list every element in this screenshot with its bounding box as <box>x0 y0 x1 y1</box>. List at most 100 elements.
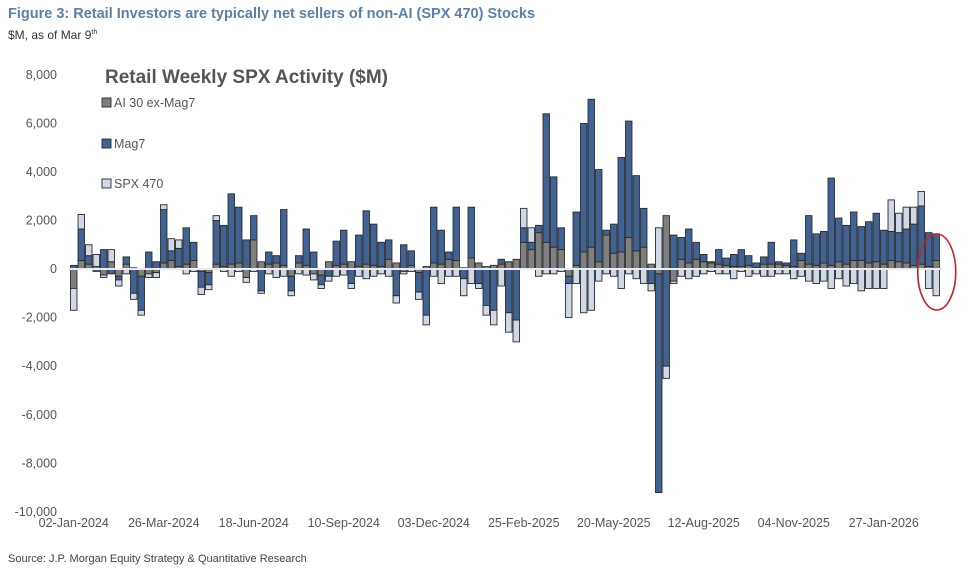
bar-segment-spx470 <box>347 283 355 289</box>
bar-segment-mag7 <box>197 270 205 288</box>
bar-segment-mag7 <box>265 251 273 265</box>
bar-segment-spx470 <box>565 283 573 319</box>
bar-segment-spx470 <box>647 283 655 292</box>
x-tick-label: 26-Mar-2024 <box>128 516 200 530</box>
bar-segment-spx470 <box>640 268 648 285</box>
bar-segment-spx470 <box>857 268 865 292</box>
bar-segment-spx470 <box>730 268 738 280</box>
bar-segment-mag7 <box>347 268 355 285</box>
bar-segment-spx470 <box>242 277 250 283</box>
bar-segment-mag7 <box>362 210 370 265</box>
figure-title: Figure 3: Retail Investors are typically… <box>8 6 536 22</box>
y-tick-label: 2,000 <box>26 214 57 228</box>
bar-segment-ai30 <box>257 261 265 270</box>
bar-segment-spx470 <box>392 295 400 304</box>
bar-segment-ai30 <box>835 261 843 270</box>
bar-segment-ai30 <box>542 241 550 270</box>
bar-segment-spx470 <box>257 290 265 294</box>
bar-segment-mag7 <box>295 255 303 264</box>
bar-segment-spx470 <box>925 268 933 289</box>
x-tick-label: 12-Aug-2025 <box>668 516 740 530</box>
bar-segment-spx470 <box>535 268 543 277</box>
legend: AI 30 ex-Mag7 Mag7 SPX 470 <box>101 96 195 191</box>
bar-segment-spx470 <box>400 270 408 275</box>
x-tick-label: 10-Sep-2024 <box>308 516 380 530</box>
bar-segment-mag7 <box>887 230 895 261</box>
legend-swatch <box>101 178 112 189</box>
bar-segment-mag7 <box>205 272 213 286</box>
y-tick-label: 8,000 <box>26 68 57 82</box>
bar-segment-mag7 <box>130 268 138 294</box>
x-tick-label: 02-Jan-2024 <box>39 516 109 530</box>
bar-segment-mag7 <box>572 211 580 266</box>
bar-segment-spx470 <box>370 268 378 277</box>
bar-segment-spx470 <box>917 190 925 207</box>
bar-segment-spx470 <box>932 268 940 297</box>
highlight-circle <box>916 233 957 311</box>
bar-segment-mag7 <box>430 206 438 264</box>
bar-segment-mag7 <box>737 249 745 268</box>
bar-segment-ai30 <box>557 249 565 270</box>
bar-segment-ai30 <box>452 260 460 270</box>
bar-segment-ai30 <box>872 261 880 270</box>
bar-segment-spx470 <box>692 268 700 277</box>
bar-segment-ai30 <box>640 246 648 270</box>
y-tick-label: 0 <box>50 262 57 276</box>
legend-label: Mag7 <box>114 137 145 151</box>
bar-segment-spx470 <box>812 268 820 285</box>
bar-segment-ai30 <box>115 268 123 277</box>
bar-segment-spx470 <box>152 272 160 278</box>
bar-segment-mag7 <box>677 237 685 260</box>
bar-segment-mag7 <box>377 241 385 268</box>
x-tick-label: 27-Jan-2026 <box>849 516 919 530</box>
bar-segment-spx470 <box>572 268 580 285</box>
bar-segment-ai30 <box>617 251 625 270</box>
bar-segment-mag7 <box>812 233 820 266</box>
bar-segment-mag7 <box>602 229 610 236</box>
bar-segment-mag7 <box>820 230 828 264</box>
bar-segment-mag7 <box>550 176 558 248</box>
legend-swatch <box>101 138 112 149</box>
bar-segment-mag7 <box>895 232 903 263</box>
bar-segment-spx470 <box>527 227 535 243</box>
bar-segment-spx470 <box>280 268 288 277</box>
bar-segment-spx470 <box>137 309 145 316</box>
bar-segment-spx470 <box>895 212 903 234</box>
legend-label: SPX 470 <box>114 177 163 191</box>
bar-segment-mag7 <box>460 268 468 280</box>
bar-segment-spx470 <box>655 227 663 270</box>
bar-segment-mag7 <box>175 247 183 268</box>
bar-segment-spx470 <box>767 268 775 277</box>
bar-segment-spx470 <box>467 268 475 285</box>
bar-segment-spx470 <box>460 278 468 297</box>
bar-segment-mag7 <box>437 229 445 265</box>
bar-segment-ai30 <box>520 241 528 270</box>
bar-segment-mag7 <box>152 261 160 270</box>
bar-segment-spx470 <box>632 268 640 280</box>
bar-segment-mag7 <box>880 229 888 265</box>
bar-segment-mag7 <box>220 224 228 268</box>
subtitle-superscript: th <box>91 29 98 36</box>
bar-segment-spx470 <box>490 309 498 326</box>
bar-segment-mag7 <box>722 257 730 266</box>
bar-segment-mag7 <box>542 113 550 243</box>
bar-segment-mag7 <box>370 223 378 266</box>
bar-segment-mag7 <box>707 261 715 264</box>
bar-segment-mag7 <box>730 253 738 268</box>
bar-segment-spx470 <box>445 268 453 277</box>
bar-segment-spx470 <box>430 268 438 277</box>
bar-segment-mag7 <box>902 228 910 264</box>
bar-segment-spx470 <box>827 268 835 289</box>
bar-segment-spx470 <box>92 253 100 268</box>
bar-segment-ai30 <box>550 246 558 270</box>
bar-segment-ai30 <box>700 261 708 270</box>
y-tick-label: -6,000 <box>22 408 57 422</box>
bar-segment-mag7 <box>835 217 843 263</box>
bar-segment-mag7 <box>617 156 625 253</box>
bar-segment-ai30 <box>505 261 513 270</box>
bar-segment-spx470 <box>197 286 205 295</box>
bar-segment-mag7 <box>535 224 543 234</box>
bar-segment-mag7 <box>760 256 768 265</box>
bar-segment-mag7 <box>752 262 760 269</box>
bar-segment-ai30 <box>587 246 595 270</box>
